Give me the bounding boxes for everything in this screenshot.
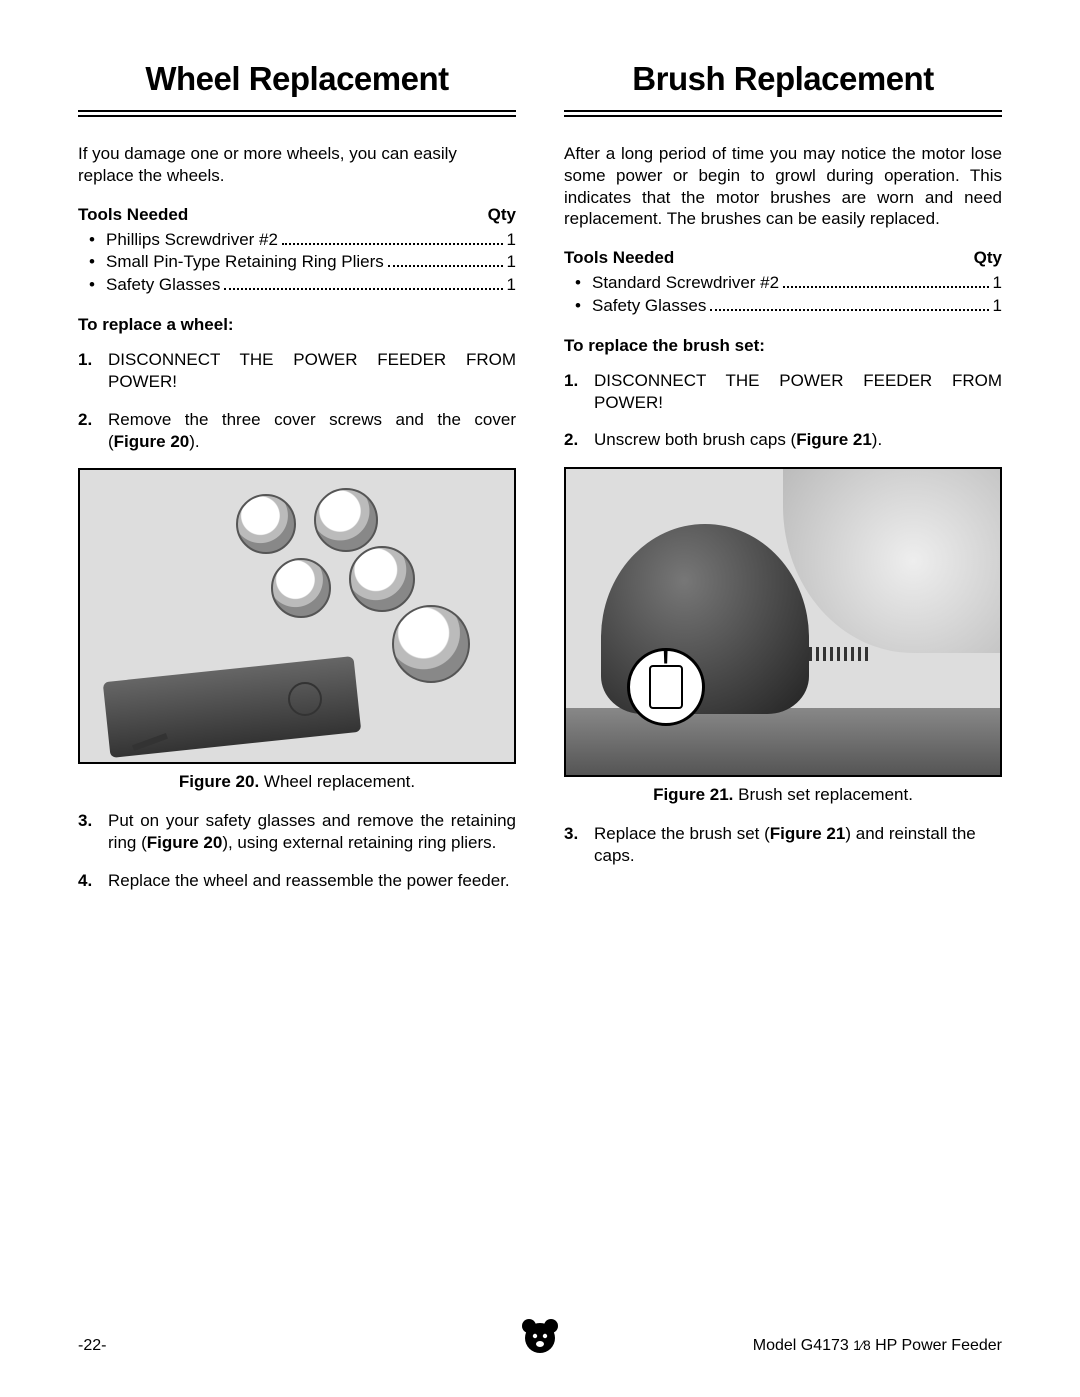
step-item: 2. Remove the three cover screws and the… bbox=[78, 409, 516, 453]
tool-name: Safety Glasses bbox=[106, 274, 220, 297]
step-number: 3. bbox=[564, 823, 594, 867]
step-text: Remove the three cover screws and the co… bbox=[108, 409, 516, 453]
bullet-icon: • bbox=[78, 229, 106, 252]
tool-qty: 1 bbox=[993, 295, 1002, 318]
tools-heading: Tools Needed Qty bbox=[564, 248, 1002, 268]
step-text: Unscrew both brush caps (Figure 21). bbox=[594, 429, 1002, 451]
step-text: Put on your safety glasses and remove th… bbox=[108, 810, 516, 854]
tool-item: • Standard Screwdriver #2 1 bbox=[564, 272, 1002, 295]
tool-qty: 1 bbox=[507, 251, 516, 274]
section-title-wheel: Wheel Replacement bbox=[78, 60, 516, 98]
bear-logo-icon bbox=[518, 1314, 562, 1363]
tool-item: • Small Pin-Type Retaining Ring Pliers 1 bbox=[78, 251, 516, 274]
steps-list: 1. DISCONNECT THE POWER FEEDER FROM POWE… bbox=[564, 370, 1002, 451]
tools-label: Tools Needed bbox=[78, 205, 188, 225]
tools-qty-label: Qty bbox=[488, 205, 516, 225]
tool-name: Small Pin-Type Retaining Ring Pliers bbox=[106, 251, 384, 274]
step-item: 1. DISCONNECT THE POWER FEEDER FROM POWE… bbox=[564, 370, 1002, 414]
intro-text: If you damage one or more wheels, you ca… bbox=[78, 143, 516, 187]
figure-21-sketch: ! bbox=[566, 469, 1000, 775]
steps-list: 3. Replace the brush set (Figure 21) and… bbox=[564, 823, 1002, 867]
figure-20 bbox=[78, 468, 516, 764]
tools-list-right: • Standard Screwdriver #2 1 • Safety Gla… bbox=[564, 272, 1002, 318]
leader-dots bbox=[710, 296, 988, 311]
title-rule bbox=[78, 110, 516, 117]
step-number: 2. bbox=[78, 409, 108, 453]
leader-dots bbox=[282, 229, 503, 244]
step-number: 1. bbox=[564, 370, 594, 414]
figure-20-caption: Figure 20. Wheel replacement. bbox=[78, 772, 516, 792]
bullet-icon: • bbox=[564, 272, 592, 295]
step-text: DISCONNECT THE POWER FEEDER FROM POWER! bbox=[108, 349, 516, 393]
leader-dots bbox=[224, 275, 502, 290]
tools-qty-label: Qty bbox=[974, 248, 1002, 268]
figure-21-caption: Figure 21. Brush set replacement. bbox=[564, 785, 1002, 805]
tool-qty: 1 bbox=[993, 272, 1002, 295]
model-label: Model G4173 1⁄8 HP Power Feeder bbox=[753, 1337, 1002, 1355]
step-number: 4. bbox=[78, 870, 108, 892]
page-footer: -22- Model G4173 1⁄8 HP Power Feeder bbox=[78, 1337, 1002, 1355]
step-item: 4. Replace the wheel and reassemble the … bbox=[78, 870, 516, 892]
figure-21: ! bbox=[564, 467, 1002, 777]
step-item: 2. Unscrew both brush caps (Figure 21). bbox=[564, 429, 1002, 451]
tool-name: Phillips Screwdriver #2 bbox=[106, 229, 278, 252]
step-text: Replace the wheel and reassemble the pow… bbox=[108, 870, 516, 892]
step-item: 3. Replace the brush set (Figure 21) and… bbox=[564, 823, 1002, 867]
steps-list: 3. Put on your safety glasses and remove… bbox=[78, 810, 516, 891]
tool-item: • Safety Glasses 1 bbox=[78, 274, 516, 297]
tools-heading: Tools Needed Qty bbox=[78, 205, 516, 225]
step-number: 2. bbox=[564, 429, 594, 451]
tools-label: Tools Needed bbox=[564, 248, 674, 268]
step-item: 1. DISCONNECT THE POWER FEEDER FROM POWE… bbox=[78, 349, 516, 393]
bullet-icon: • bbox=[564, 295, 592, 318]
procedure-heading: To replace the brush set: bbox=[564, 336, 1002, 356]
leader-dots bbox=[388, 252, 503, 267]
step-text: DISCONNECT THE POWER FEEDER FROM POWER! bbox=[594, 370, 1002, 414]
right-column: Brush Replacement After a long period of… bbox=[564, 60, 1002, 908]
tool-qty: 1 bbox=[507, 274, 516, 297]
tool-item: • Safety Glasses 1 bbox=[564, 295, 1002, 318]
step-item: 3. Put on your safety glasses and remove… bbox=[78, 810, 516, 854]
tool-name: Safety Glasses bbox=[592, 295, 706, 318]
procedure-heading: To replace a wheel: bbox=[78, 315, 516, 335]
section-title-brush: Brush Replacement bbox=[564, 60, 1002, 98]
leader-dots bbox=[783, 273, 988, 288]
page-number: -22- bbox=[78, 1337, 106, 1355]
step-number: 1. bbox=[78, 349, 108, 393]
tools-list-left: • Phillips Screwdriver #2 1 • Small Pin-… bbox=[78, 229, 516, 298]
tool-qty: 1 bbox=[507, 229, 516, 252]
figure-20-sketch bbox=[80, 470, 514, 762]
steps-list: 1. DISCONNECT THE POWER FEEDER FROM POWE… bbox=[78, 349, 516, 452]
step-number: 3. bbox=[78, 810, 108, 854]
left-column: Wheel Replacement If you damage one or m… bbox=[78, 60, 516, 908]
tool-item: • Phillips Screwdriver #2 1 bbox=[78, 229, 516, 252]
tool-name: Standard Screwdriver #2 bbox=[592, 272, 779, 295]
title-rule bbox=[564, 110, 1002, 117]
bullet-icon: • bbox=[78, 251, 106, 274]
intro-text: After a long period of time you may noti… bbox=[564, 143, 1002, 230]
bullet-icon: • bbox=[78, 274, 106, 297]
step-text: Replace the brush set (Figure 21) and re… bbox=[594, 823, 1002, 867]
